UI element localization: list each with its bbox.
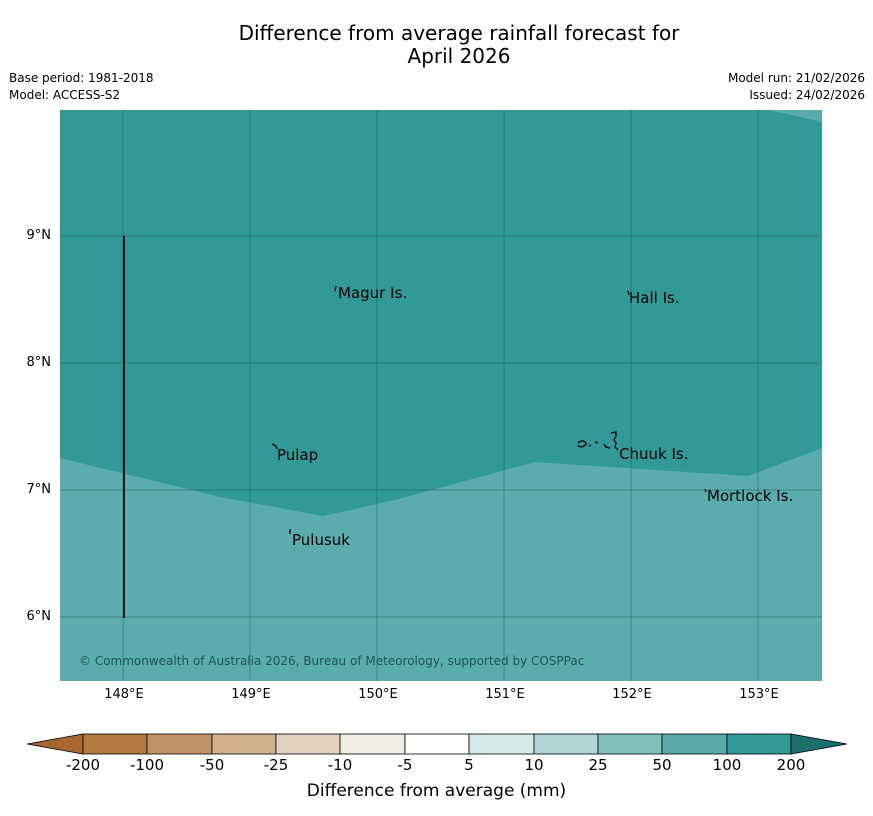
colorbar-tick: 100 [712, 756, 742, 774]
model-text: Model: ACCESS-S2 [9, 88, 121, 102]
place-pulap: Pulap [277, 446, 318, 464]
island-magur [334, 285, 337, 292]
island-pulap [271, 443, 278, 450]
band-50-100 [60, 448, 822, 681]
map-title: Difference from average rainfall forecas… [0, 22, 873, 68]
colorbar [26, 733, 848, 755]
island-chuuk-reef [610, 431, 619, 451]
meta-right: Model run: 21/02/2026 Issued: 24/02/2026 [728, 70, 865, 104]
colorbar-tick: -200 [65, 756, 101, 774]
colorbar-tick: -5 [397, 756, 413, 774]
colorbar-tick: 5 [464, 756, 474, 774]
colorbar-swatch [597, 733, 663, 755]
colorbar-tick: 25 [588, 756, 608, 774]
place-hall: Hall Is. [629, 289, 680, 307]
place-chuuk: Chuuk Is. [619, 445, 688, 463]
lon-label-153e: 153°E [739, 687, 779, 702]
lon-label-150e: 150°E [358, 687, 398, 702]
island-chuuk-2 [588, 444, 592, 447]
model-run-text: Model run: 21/02/2026 [727, 71, 865, 85]
lat-label-8n: 8°N [26, 355, 52, 370]
base-period-text: Base period: 1981-2018 [9, 71, 154, 85]
colorbar-swatch [726, 733, 792, 755]
place-magur: Magur Is. [338, 284, 407, 302]
colorbar-extend-high [790, 733, 848, 755]
colorbar-tick: 200 [776, 756, 806, 774]
colorbar-tick: 50 [652, 756, 672, 774]
title-line-2: April 2026 [407, 44, 511, 68]
lat-label-9n: 9°N [26, 228, 52, 243]
colorbar-title: Difference from average (mm) [306, 781, 567, 801]
band-50-100-corner [770, 110, 822, 122]
island-chuuk-4 [603, 443, 611, 449]
lon-label-148e: 148°E [104, 687, 144, 702]
colorbar-swatch [404, 733, 470, 755]
lon-label-152e: 152°E [612, 687, 652, 702]
meta-left: Base period: 1981-2018 Model: ACCESS-S2 [9, 70, 154, 104]
colorbar-tick: -10 [327, 756, 353, 774]
colorbar-swatch [339, 733, 406, 755]
lat-label-7n: 7°N [26, 482, 52, 497]
copyright-text: © Commonwealth of Australia 2026, Bureau… [79, 654, 584, 668]
colorbar-swatch [468, 733, 535, 755]
place-pulusuk: Pulusuk [292, 531, 350, 549]
colorbar-extend-low [26, 733, 84, 755]
colorbar-swatch [82, 733, 148, 755]
place-labels: Magur Is. Hall Is. Pulap Chuuk Is. Mortl… [277, 284, 793, 549]
island-chuuk-1 [577, 440, 587, 448]
colorbar-swatch [661, 733, 728, 755]
title-line-1: Difference from average rainfall forecas… [238, 21, 680, 45]
island-chuuk-3 [594, 441, 599, 444]
island-hall [627, 290, 630, 296]
island-mortlock [704, 488, 707, 493]
colorbar-tick: -25 [263, 756, 289, 774]
colorbar-tick: 10 [524, 756, 544, 774]
issued-text: Issued: 24/02/2026 [749, 88, 865, 102]
colorbar-swatch [211, 733, 277, 755]
lon-label-151e: 151°E [485, 687, 525, 702]
lat-label-6n: 6°N [26, 609, 52, 624]
colorbar-swatch [146, 733, 213, 755]
island-markers [271, 285, 707, 534]
place-mortlock: Mortlock Is. [707, 487, 793, 505]
colorbar-tick: -50 [199, 756, 225, 774]
colorbar-tick: -100 [129, 756, 165, 774]
lon-label-149e: 149°E [231, 687, 271, 702]
colorbar-swatch [533, 733, 599, 755]
colorbar-swatch [275, 733, 341, 755]
